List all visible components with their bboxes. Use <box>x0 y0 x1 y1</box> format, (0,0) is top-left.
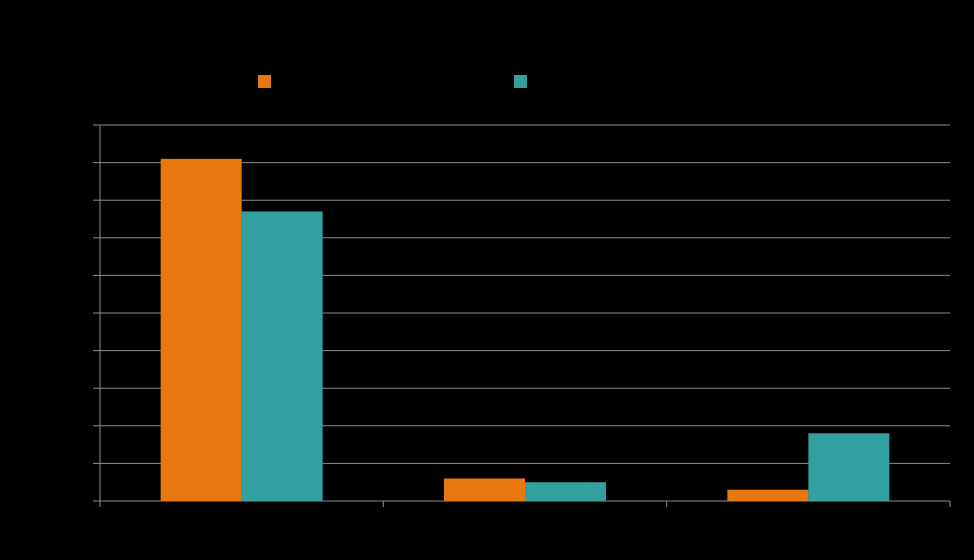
bar <box>241 211 323 502</box>
bar <box>444 478 525 501</box>
bar <box>808 433 890 501</box>
bar <box>727 489 809 501</box>
legend-swatch <box>258 75 271 88</box>
bar <box>160 158 242 501</box>
bar <box>525 482 606 501</box>
legend-swatch <box>514 75 527 88</box>
